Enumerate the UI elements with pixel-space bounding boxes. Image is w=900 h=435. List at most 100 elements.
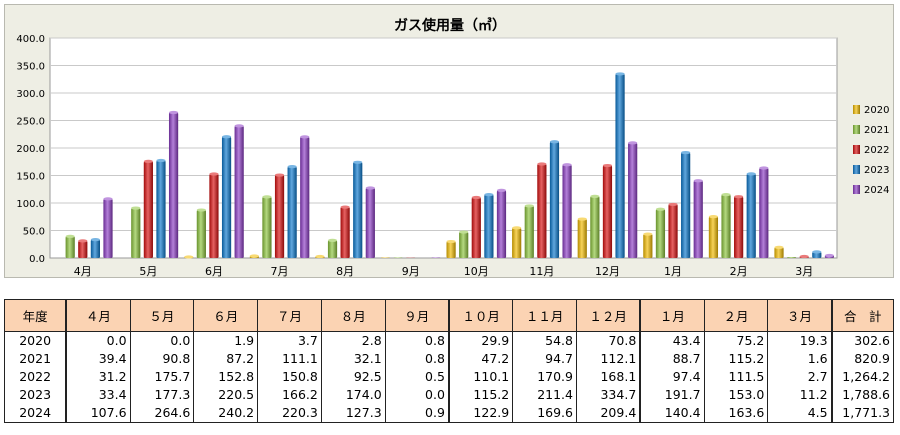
- value-cell: 170.9: [512, 368, 577, 386]
- legend-swatch: [853, 185, 860, 194]
- value-cell: 29.9: [448, 331, 514, 350]
- bar: [812, 251, 822, 258]
- value-cell: 191.7: [639, 386, 705, 404]
- bar: [643, 234, 653, 258]
- legend-label: 2020: [864, 105, 889, 116]
- y-tick-label: 0.0: [29, 254, 45, 265]
- bar-cap: [262, 195, 272, 199]
- bar: [512, 227, 522, 258]
- value-cell: 168.1: [576, 368, 642, 386]
- value-cell: 153.0: [703, 386, 769, 404]
- bar-cap: [708, 215, 719, 219]
- bar: [681, 152, 691, 258]
- bar-cap: [628, 141, 638, 145]
- value-cell: 302.6: [831, 331, 894, 350]
- value-cell: 174.0: [320, 386, 386, 404]
- value-cell: 2.7: [767, 368, 833, 386]
- bar-cap: [590, 194, 600, 198]
- year-cell: 2022: [4, 368, 68, 386]
- value-cell: 1.9: [193, 331, 259, 350]
- bar: [693, 180, 703, 258]
- bar-cap: [774, 245, 784, 249]
- value-cell: 140.4: [639, 404, 705, 423]
- bar-cap: [143, 159, 153, 163]
- table-header-cell: ８月: [320, 299, 386, 332]
- x-tick-label: 7月: [271, 265, 289, 278]
- value-cell: 90.8: [129, 350, 195, 368]
- table-header-cell: ６月: [193, 299, 259, 332]
- legend-label: 2023: [864, 165, 889, 176]
- bar: [365, 187, 375, 258]
- bar-cap: [209, 172, 219, 176]
- value-cell: 39.4: [65, 350, 131, 368]
- table-header-cell: １２月: [576, 299, 642, 332]
- table-header-cell: ２月: [703, 299, 769, 332]
- bar: [168, 112, 179, 258]
- bar-cap: [327, 238, 338, 242]
- bar-cap: [274, 173, 285, 177]
- legend-swatch: [853, 165, 860, 174]
- bar: [274, 175, 285, 258]
- value-cell: 111.1: [257, 350, 322, 368]
- bar-chart: 0.0 50.0 100.0 150.0 200.0 250.0 300.0 350.0 400…: [16, 34, 889, 278]
- value-cell: 92.5: [320, 368, 386, 386]
- x-tick-label: 8月: [336, 265, 354, 278]
- bar-cap: [315, 254, 325, 259]
- table-header-cell: ７月: [257, 299, 322, 332]
- bar: [143, 161, 153, 258]
- bar: [787, 257, 797, 258]
- value-cell: 1,771.3: [831, 404, 894, 423]
- table-row: 2020 0.0 0.0 1.9 3.7 2.8 0.8 29.9 54.8 70.8 43.4 75…: [4, 331, 894, 350]
- table-header-cell: １１月: [512, 299, 577, 332]
- bar: [446, 241, 456, 258]
- table-header-cell: ５月: [129, 299, 195, 332]
- value-cell: 211.4: [512, 386, 577, 404]
- value-cell: 0.0: [384, 386, 450, 404]
- bar-cap: [249, 254, 259, 258]
- bar: [628, 142, 638, 258]
- bar-cap: [365, 186, 375, 190]
- value-cell: 112.1: [576, 350, 642, 368]
- year-cell: 2020: [4, 331, 68, 350]
- legend-label: 2021: [864, 125, 889, 136]
- value-cell: 33.4: [65, 386, 131, 404]
- value-cell: 169.6: [512, 404, 577, 423]
- bar-cap: [156, 158, 166, 163]
- value-cell: 166.2: [257, 386, 322, 404]
- bar-cap: [721, 193, 731, 197]
- x-tick-label: 3月: [795, 265, 813, 278]
- value-cell: 220.3: [257, 404, 322, 423]
- table-header-cell: 合 計: [831, 299, 894, 332]
- x-tick-label: 2月: [730, 265, 748, 278]
- x-tick-label: 11月: [529, 265, 554, 278]
- y-tick-label: 150.0: [16, 172, 45, 183]
- y-tick-label: 100.0: [16, 199, 45, 210]
- bar-cap: [496, 188, 507, 193]
- table-body: 2020 0.0 0.0 1.9 3.7 2.8 0.8 29.9 54.8 70.8 43.4 75…: [4, 331, 894, 423]
- x-tick-label: 12月: [595, 265, 620, 278]
- bar-cap: [287, 164, 297, 169]
- bar-cap: [340, 205, 350, 209]
- bar-cap: [549, 140, 560, 144]
- bar: [496, 190, 507, 258]
- bar-cap: [131, 206, 141, 210]
- bar: [746, 173, 756, 258]
- bar-cap: [643, 232, 653, 236]
- table-header-row: 年度 ４月 ５月 ６月 ７月 ８月 ９月 １０月 １１月 １２月 １月 ２月 ３月合 計: [4, 299, 894, 332]
- value-cell: 75.2: [703, 331, 769, 350]
- value-cell: 87.2: [193, 350, 259, 368]
- value-cell: 11.2: [767, 386, 833, 404]
- table-header-cell: １０月: [448, 299, 514, 332]
- bar-cap: [353, 160, 363, 164]
- bar: [602, 165, 613, 258]
- bar-cap: [524, 204, 534, 208]
- value-cell: 175.7: [129, 368, 195, 386]
- value-cell: 31.2: [65, 368, 131, 386]
- bar-cap: [693, 179, 703, 183]
- value-cell: 94.7: [512, 350, 577, 368]
- bar-cap: [446, 239, 456, 244]
- bar: [537, 164, 547, 258]
- value-cell: 334.7: [576, 386, 642, 404]
- bar-cap: [602, 163, 613, 168]
- bar: [759, 168, 769, 258]
